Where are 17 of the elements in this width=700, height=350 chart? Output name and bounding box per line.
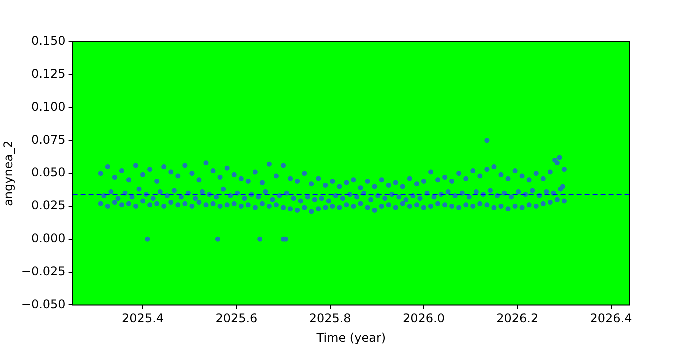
y-tick-label: 0.125 — [31, 67, 66, 82]
y-tick-label: 0.100 — [31, 100, 66, 114]
y-axis-title: angynea_2 — [1, 140, 16, 206]
y-tick-label: 0.150 — [31, 34, 66, 48]
y-tick-label: −0.050 — [21, 297, 66, 312]
x-tick-label: 2025.4 — [122, 312, 164, 326]
x-tick-label: 2025.8 — [309, 312, 352, 326]
x-tick-label: 2026.4 — [590, 312, 632, 326]
y-tick-label: 0.050 — [31, 166, 66, 180]
x-tick-label: 2026.2 — [496, 312, 539, 326]
y-tick-label: 0.000 — [31, 232, 66, 246]
x-tick-label: 2025.6 — [216, 312, 258, 326]
x-axis-title: Time (year) — [316, 330, 386, 345]
y-tick-label: −0.025 — [21, 264, 66, 278]
y-tick-label: 0.075 — [31, 132, 66, 147]
x-tick-label: 2026.0 — [402, 312, 445, 326]
y-tick-label: 0.025 — [31, 198, 66, 213]
